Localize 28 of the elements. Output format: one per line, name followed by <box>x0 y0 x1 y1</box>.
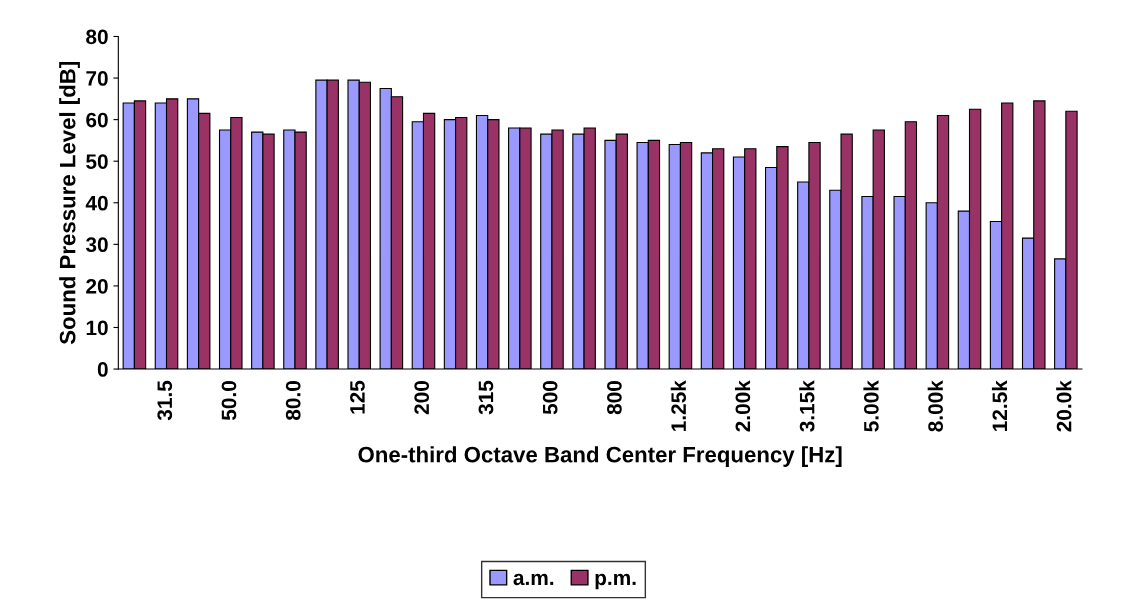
x-tick-label: 20.0k <box>1056 380 1072 432</box>
legend-label: p.m. <box>595 573 636 590</box>
x-tick-label: 5.00k <box>863 380 879 432</box>
x-tick-label: 125 <box>350 380 365 414</box>
y-tick-label: 70 <box>86 71 108 86</box>
y-tick-label: 20 <box>86 278 108 294</box>
x-tick-label: 80.0 <box>285 381 301 421</box>
x-tick-label: 200 <box>414 381 430 415</box>
x-tick-label: 315 <box>478 380 494 415</box>
x-tick-label: 1.25k <box>670 380 687 431</box>
y-tick-label: 50 <box>86 154 108 169</box>
x-tick-label: 50.0 <box>221 381 237 421</box>
y-tick-label: 80 <box>86 29 108 45</box>
y-axis-title: Sound Pressure Level [dB] <box>59 62 80 345</box>
x-tick-label: 800 <box>607 381 622 415</box>
x-tick-label: 3.15k <box>799 380 815 432</box>
y-tick-label: 40 <box>85 195 108 211</box>
y-tick-label: 60 <box>86 112 108 128</box>
x-tick-label: 31.5 <box>157 380 173 421</box>
x-tick-label: 12.5k <box>991 380 1008 431</box>
x-tick-label: 8.00k <box>927 380 943 432</box>
y-tick-label: 10 <box>86 320 108 336</box>
x-tick-label: 2.00k <box>734 380 751 432</box>
x-axis-title: One-third Octave Band Center Frequency [Hz] <box>358 446 842 467</box>
x-tick-label: 500 <box>542 381 558 415</box>
y-tick-label: 0 <box>97 362 108 377</box>
y-tick-label: 30 <box>85 237 108 253</box>
legend-label: a.m. <box>513 573 554 586</box>
